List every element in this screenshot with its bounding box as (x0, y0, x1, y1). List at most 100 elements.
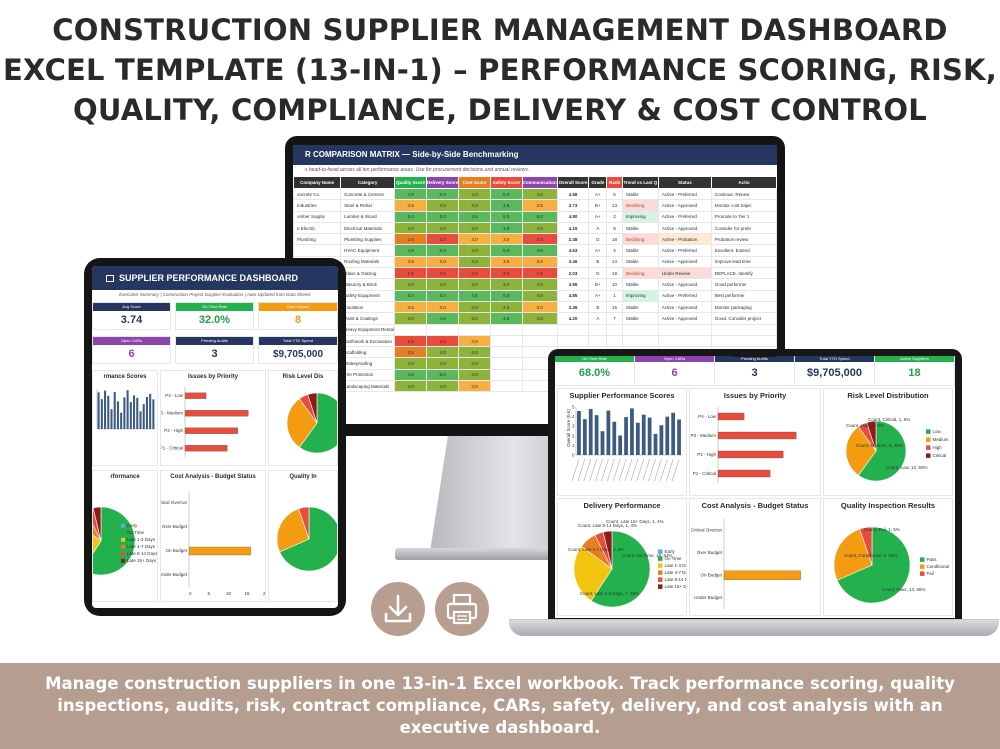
legend-swatch (658, 556, 663, 561)
laptop-kpi-card: On-Time Rate 68.0% (555, 356, 635, 385)
pie-data-label: Count, On Time, 16, 64% (622, 553, 673, 558)
score-bar (152, 399, 155, 429)
kpi-label: Active Suppliers (875, 356, 954, 362)
headline-line-1: CONSTRUCTION SUPPLIER MANAGEMENT DASHBOA… (52, 13, 948, 47)
table-row[interactable]: e Electric Electrical Materials 4.0 4.0 4.0 4… (293, 221, 777, 235)
legend-label: Critical (933, 453, 947, 458)
legend-label: Late 15+ Days (127, 558, 157, 563)
column-header[interactable]: Quality Score (394, 176, 428, 189)
bar (184, 445, 228, 452)
laptop-cost-chart: Critical Overrun Over Budget On Budget Unde… (691, 519, 801, 609)
table-cell: 4.0 (458, 346, 491, 359)
table-cell: Scaffolding (340, 346, 396, 359)
table-cell: Improve lead time (710, 255, 777, 269)
table-cell: 4.0 (458, 357, 491, 370)
column-header[interactable]: Grade (588, 176, 608, 189)
score-bar (129, 402, 132, 429)
table-cell: Monitor cost trajec (710, 199, 777, 212)
table-row[interactable]: Roofing Materials 3.5 3.0 4.0 3.5 3.0 3.46 B 14 S… (293, 255, 777, 269)
column-header[interactable]: Trend vs Last Q (621, 176, 659, 189)
pie-data-label: Count, High, 1, 5% (846, 423, 884, 428)
table-cell: 5.0 (521, 210, 558, 223)
y-tick-label: 3 (572, 424, 575, 429)
table-cell: 3.5 (489, 255, 523, 269)
table-cell (458, 323, 491, 336)
table-cell: 1 (606, 289, 623, 302)
tablet-risk-chart (286, 392, 337, 454)
table-cell: Good. Consider project (710, 312, 777, 325)
table-cell (426, 323, 460, 336)
laptop-delivery-chart: Early On Time Late 1-3 Days Late 4-7 Days La… (568, 519, 686, 608)
y-tick-label: 2 (572, 433, 575, 438)
column-header[interactable]: Actio (710, 176, 777, 189)
column-header[interactable]: Status (657, 176, 712, 189)
tablet-device: SUPPLIER PERFORMANCE DASHBOARD Executive… (84, 258, 346, 616)
table-row[interactable]: Masonry & Brick 4.0 4.0 4.0 4.0 4.0 3.95 B+ 10 St… (293, 278, 777, 291)
table-cell: 4.15 (556, 221, 590, 235)
print-button[interactable] (435, 582, 489, 636)
x-tick-label (671, 458, 680, 482)
table-cell: 5.0 (489, 244, 523, 257)
table-cell: 4.80 (556, 210, 590, 223)
table-row[interactable]: Glass & Glazing 1.5 2.0 2.0 2.0 1.5 2.03 D 19 Dec… (293, 267, 777, 280)
table-cell: Concrete & Cement (340, 187, 396, 201)
legend-swatch (920, 571, 925, 576)
table-cell: Stable (621, 187, 659, 201)
table-cell: 4.0 (458, 244, 491, 257)
table-cell: oncrete Co. (293, 187, 342, 201)
table-row[interactable]: Plumbing Plumbing Supplies 2.5 2.0 3.0 3.0 2.0… (293, 233, 777, 246)
table-cell: 4.5 (394, 187, 428, 201)
bar (184, 427, 238, 434)
table-cell: Active - Preferred (657, 187, 712, 201)
pie-slice (307, 392, 318, 424)
column-header[interactable]: Cost Score (458, 176, 491, 189)
table-cell: D (588, 233, 608, 246)
table-row[interactable]: Safety Equipment 5.0 5.0 4.5 5.0 4.0 4.85 A+ 1 Im… (293, 289, 777, 302)
table-row[interactable]: Paint & Coatings 4.0 4.5 4.0 4.5 4.0 4.20 A 7 Sta… (293, 312, 777, 325)
pie-data-label: Count, Medium, 6, 30% (856, 443, 903, 448)
x-tick-label (595, 458, 603, 482)
table-cell: 7 (606, 312, 623, 325)
table-cell: Heavy Equipment Rental (340, 323, 396, 336)
table-cell: Declining (621, 233, 659, 246)
table-row[interactable]: HVAC Equipment 4.5 5.0 4.0 5.0 4.5 4.63 A+ 4 Stab… (293, 244, 777, 257)
pie-data-label: Count, Fail, 1, 5% (864, 527, 900, 532)
table-cell: 4.0 (521, 289, 558, 302)
table-cell (606, 334, 623, 348)
dashboard-icon (106, 275, 114, 282)
column-header[interactable]: Rank (606, 176, 623, 189)
pie-data-label: Count, Critical, 1, 5% (868, 417, 910, 422)
dashboard-subtitle: Executive Summary | Construction Project… (119, 292, 311, 297)
laptop-camera-notch (730, 349, 780, 357)
kpi-on-time-rate: On-Time Rate 32.0% (175, 302, 254, 330)
table-cell: 13 (606, 199, 623, 212)
table-cell: 2.0 (521, 233, 558, 246)
laptop-risk-chart: Low Medium High Critical Count, Low, 12, 60%… (845, 417, 949, 482)
score-bar (612, 421, 617, 455)
table-row[interactable]: Earthwork & Excavation 1.5 2.0 3.0 (293, 334, 777, 348)
table-row[interactable]: Industries Steel & Rebar 3.5 4.0 4.0 4.5 3.5 3.… (293, 199, 777, 212)
table-cell: 3.5 (394, 300, 428, 314)
table-cell: 4.5 (394, 368, 428, 382)
x-tick-label (583, 458, 591, 482)
download-button[interactable] (371, 582, 425, 636)
table-cell: Glass & Glazing (340, 267, 396, 280)
column-header[interactable]: Overall Score (556, 176, 590, 189)
laptop-scores-chart: Overall Score (0-5) 0 1 2 3 4 5 (566, 405, 682, 482)
legend-label: On Time (127, 530, 145, 535)
column-header[interactable]: Category (340, 176, 396, 189)
table-row[interactable]: umber Supply Lumber & Wood 5.0 5.0 4.5 5.0 5.0… (293, 210, 777, 223)
y-tick-label: 5 (572, 405, 575, 410)
table-row[interactable]: Heavy Equipment Rental (293, 323, 777, 336)
column-header[interactable]: Communication (521, 176, 558, 189)
table-cell: 4.0 (426, 346, 460, 359)
column-header[interactable]: Company Name (293, 176, 342, 189)
column-header[interactable]: Safety Score (489, 176, 523, 189)
column-header[interactable]: Delivery Score (426, 176, 460, 189)
table-row[interactable]: Insulation 3.5 3.0 4.0 4.0 3.0 3.36 B 16 Stable Ac… (293, 300, 777, 314)
table-cell: 1.5 (521, 267, 558, 280)
table-cell: Masonry & Brick (340, 278, 396, 291)
table-row[interactable]: oncrete Co. Concrete & Cement 4.5 5.0 4.0 5.0… (293, 187, 777, 201)
score-bar (145, 397, 148, 429)
legend-swatch (926, 445, 931, 450)
